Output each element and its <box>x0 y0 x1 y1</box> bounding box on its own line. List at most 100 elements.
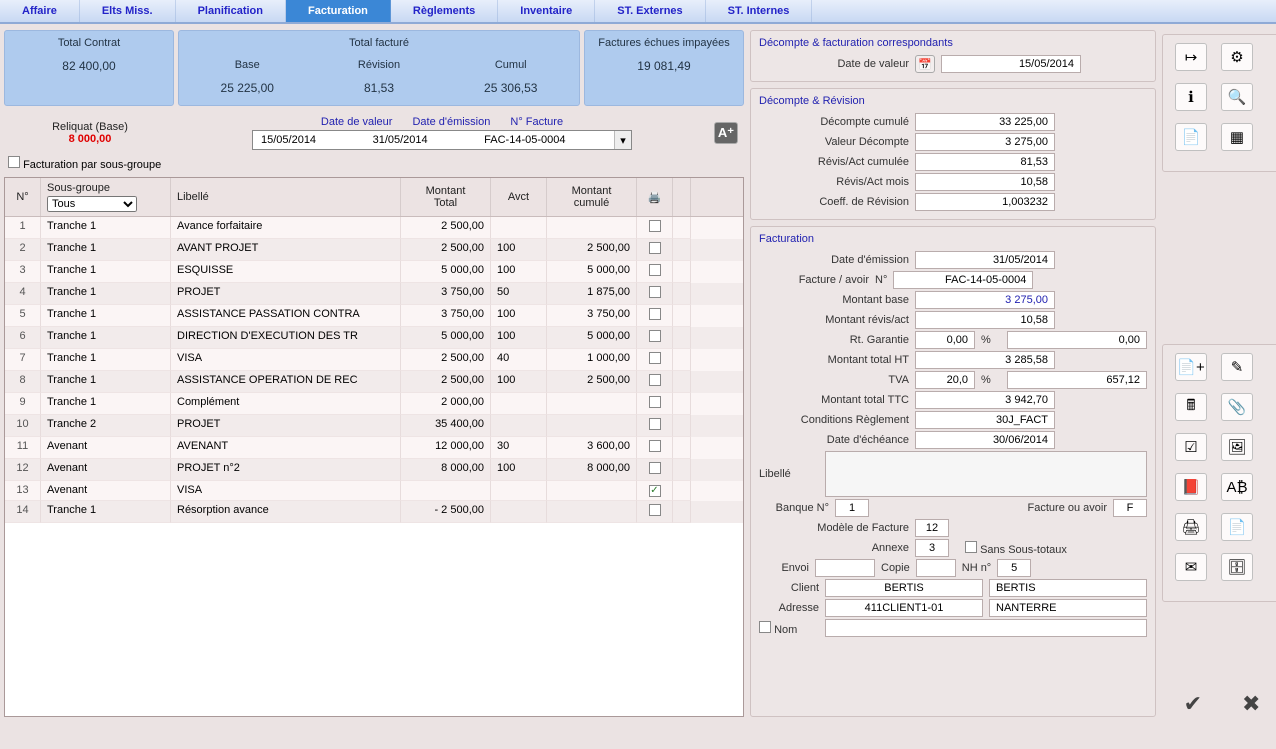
table-row[interactable]: 3Tranche 1ESQUISSE5 000,001005 000,00 <box>5 261 743 283</box>
search-mag-icon[interactable]: 🔍 <box>1221 83 1253 111</box>
row-checkbox[interactable] <box>637 501 673 523</box>
row-checkbox[interactable] <box>637 459 673 481</box>
tab-st-externes[interactable]: ST. Externes <box>595 0 705 22</box>
annexe-field[interactable]: 3 <box>915 539 949 557</box>
row-checkbox[interactable] <box>637 261 673 283</box>
table-row[interactable]: 4Tranche 1PROJET3 750,00501 875,00 <box>5 283 743 305</box>
row-checkbox[interactable] <box>637 349 673 371</box>
col-print-icon[interactable]: 🖨️ <box>637 178 673 216</box>
row-avct[interactable]: 100 <box>491 371 547 393</box>
calendar-icon[interactable]: 📅 <box>915 55 935 73</box>
row-checkbox[interactable] <box>637 217 673 239</box>
info-icon[interactable]: ℹ <box>1175 83 1207 111</box>
image-icon[interactable]: 🖼 <box>1221 433 1253 461</box>
facturation-sousgroupe-checkbox[interactable]: Facturation par sous-groupe <box>8 159 161 171</box>
tab-inventaire[interactable]: Inventaire <box>498 0 595 22</box>
banque-field[interactable]: 1 <box>835 499 869 517</box>
table-row[interactable]: 10Tranche 2PROJET35 400,00 <box>5 415 743 437</box>
nh-field[interactable]: 5 <box>997 559 1031 577</box>
adresse2-field[interactable]: NANTERRE <box>989 599 1147 617</box>
row-avct[interactable]: 100 <box>491 305 547 327</box>
date-echeance-field[interactable]: 30/06/2014 <box>915 431 1055 449</box>
row-avct[interactable]: 100 <box>491 459 547 481</box>
pdf-icon[interactable]: 📄 <box>1221 513 1253 541</box>
row-checkbox[interactable] <box>637 393 673 415</box>
settings-gear-icon[interactable]: ⚙ <box>1221 43 1253 71</box>
row-checkbox[interactable] <box>637 305 673 327</box>
client1-field[interactable]: BERTIS <box>825 579 983 597</box>
table-row[interactable]: 11AvenantAVENANT12 000,00303 600,00 <box>5 437 743 459</box>
envoi-field[interactable] <box>815 559 875 577</box>
nom-field[interactable] <box>825 619 1147 637</box>
date-emission-field[interactable]: 31/05/2014 <box>915 251 1055 269</box>
sousgroupe-filter[interactable]: Tous <box>47 196 137 212</box>
sans-sstot-checkbox[interactable]: Sans Sous-totaux <box>965 541 1147 556</box>
tab-planification[interactable]: Planification <box>176 0 286 22</box>
send-icon[interactable]: ✉ <box>1175 553 1207 581</box>
add-facture-button[interactable]: A⁺ <box>714 122 738 144</box>
row-checkbox[interactable] <box>637 327 673 349</box>
row-avct[interactable] <box>491 217 547 239</box>
ab-icon[interactable]: A₿ <box>1221 473 1253 501</box>
table-row[interactable]: 2Tranche 1AVANT PROJET2 500,001002 500,0… <box>5 239 743 261</box>
row-avct[interactable]: 100 <box>491 239 547 261</box>
row-avct[interactable] <box>491 393 547 415</box>
row-checkbox[interactable] <box>637 283 673 305</box>
confirm-button[interactable]: ✔ <box>1184 691 1202 717</box>
tab-st-internes[interactable]: ST. Internes <box>706 0 813 22</box>
add-doc-icon[interactable]: 📄+ <box>1175 353 1207 381</box>
edit-doc-icon[interactable]: ✎ <box>1221 353 1253 381</box>
table-row[interactable]: 1Tranche 1Avance forfaitaire2 500,00 <box>5 217 743 239</box>
facture-n-field[interactable]: FAC-14-05-0004 <box>893 271 1033 289</box>
cond-regl-field[interactable]: 30J_FACT <box>915 411 1055 429</box>
row-avct[interactable]: 50 <box>491 283 547 305</box>
row-checkbox[interactable] <box>637 481 673 501</box>
row-checkbox[interactable] <box>637 415 673 437</box>
client2-field[interactable]: BERTIS <box>989 579 1147 597</box>
row-avct[interactable]: 30 <box>491 437 547 459</box>
print-icon[interactable]: 🖨 <box>1175 513 1207 541</box>
row-avct[interactable] <box>491 415 547 437</box>
row-checkbox[interactable] <box>637 239 673 261</box>
row-avct[interactable] <box>491 501 547 523</box>
calc-icon[interactable]: 🖩 <box>1175 393 1207 421</box>
table-row[interactable]: 12AvenantPROJET n°28 000,001008 000,00 <box>5 459 743 481</box>
libelle-textarea[interactable] <box>825 451 1147 497</box>
row-avct[interactable]: 100 <box>491 327 547 349</box>
adresse1-field[interactable]: 411CLIENT1-01 <box>825 599 983 617</box>
db-icon[interactable]: 🗄 <box>1221 553 1253 581</box>
fact-ou-avoir-field[interactable]: F <box>1113 499 1147 517</box>
table-row[interactable]: 14Tranche 1Résorption avance- 2 500,00 <box>5 501 743 523</box>
table-row[interactable]: 9Tranche 1Complément2 000,00 <box>5 393 743 415</box>
report-icon[interactable]: 📄 <box>1175 123 1207 151</box>
table-row[interactable]: 7Tranche 1VISA2 500,00401 000,00 <box>5 349 743 371</box>
row-avct[interactable]: 100 <box>491 261 547 283</box>
modele-field[interactable]: 12 <box>915 519 949 537</box>
facture-selector[interactable]: 15/05/2014 31/05/2014 FAC-14-05-0004 ▾ <box>252 130 632 150</box>
cancel-button[interactable]: ✖ <box>1242 691 1260 717</box>
nom-checkbox[interactable]: Nom <box>759 621 819 636</box>
export-icon[interactable]: ↦ <box>1175 43 1207 71</box>
tab-facturation[interactable]: Facturation <box>286 0 391 22</box>
row-checkbox[interactable] <box>637 437 673 459</box>
row-avct[interactable] <box>491 481 547 501</box>
row-checkbox[interactable] <box>637 371 673 393</box>
tab-elts-miss-[interactable]: Elts Miss. <box>80 0 176 22</box>
table-row[interactable]: 5Tranche 1ASSISTANCE PASSATION CONTRA3 7… <box>5 305 743 327</box>
chevron-down-icon[interactable]: ▾ <box>614 131 631 149</box>
tab-r-glements[interactable]: Règlements <box>391 0 498 22</box>
table-row[interactable]: 13AvenantVISA <box>5 481 743 501</box>
date-valeur-field[interactable]: 15/05/2014 <box>941 55 1081 73</box>
attach-icon[interactable]: 📎 <box>1221 393 1253 421</box>
pdf-red-icon[interactable]: 📕 <box>1175 473 1207 501</box>
table-row[interactable]: 8Tranche 1ASSISTANCE OPERATION DE REC2 5… <box>5 371 743 393</box>
table-row[interactable]: 6Tranche 1DIRECTION D'EXECUTION DES TR5 … <box>5 327 743 349</box>
montant-base-field[interactable]: 3 275,00 <box>915 291 1055 309</box>
rt-garantie-pct-field[interactable]: 0,00 <box>915 331 975 349</box>
tva-pct-field[interactable]: 20,0 <box>915 371 975 389</box>
row-avct[interactable]: 40 <box>491 349 547 371</box>
copie-field[interactable] <box>916 559 956 577</box>
tab-affaire[interactable]: Affaire <box>0 0 80 22</box>
check-doc-icon[interactable]: ☑ <box>1175 433 1207 461</box>
table-config-icon[interactable]: ▦ <box>1221 123 1253 151</box>
